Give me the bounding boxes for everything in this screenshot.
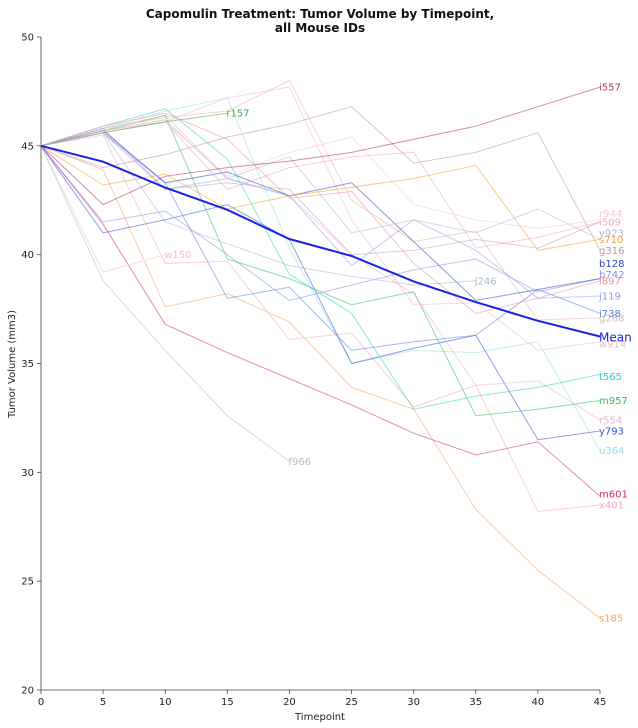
y-tick-label: 45 — [21, 141, 34, 152]
series-label-r944: r944 — [599, 209, 622, 220]
chart-title: Capomulin Treatment: Tumor Volume by Tim… — [146, 7, 494, 35]
y-tick-label: 40 — [21, 250, 34, 261]
x-tick-label: 0 — [38, 697, 44, 708]
series-label-l897: l897 — [599, 276, 621, 287]
series-label-x401: x401 — [599, 500, 624, 511]
y-axis-title: Tumor Volume (mm3) — [7, 310, 18, 419]
series-label-r554: r554 — [599, 416, 622, 427]
x-tick-label: 20 — [283, 697, 296, 708]
series-label-r157: r157 — [226, 109, 249, 120]
series-label-s710: s710 — [599, 235, 623, 246]
axes: 0 5 10 15 20 25 30 35 40 45 20 25 30 35 40 45 50 — [21, 33, 606, 709]
chart-title-line-1: Capomulin Treatment: Tumor Volume by Tim… — [146, 7, 494, 21]
series-label-i738: i738 — [599, 309, 621, 320]
series-line-v923 — [40, 119, 601, 240]
series-line-s710 — [40, 145, 601, 251]
series-label-u364: u364 — [599, 446, 624, 457]
series-label-b742: b742 — [599, 270, 624, 281]
series-line-j119 — [40, 127, 601, 299]
series-label-j119: j119 — [598, 292, 621, 303]
series-line-i509 — [40, 121, 601, 249]
y-tick-label: 25 — [21, 577, 34, 588]
series-label-m957: m957 — [599, 396, 628, 407]
series-label-f966: f966 — [288, 457, 311, 468]
mean-line — [40, 144, 601, 338]
series-label-v923: v923 — [599, 228, 624, 239]
chart-title-line-2: all Mouse IDs — [275, 21, 365, 35]
mean-label: Mean — [599, 330, 632, 344]
series-line-w150 — [40, 145, 166, 273]
series-label-w914: w914 — [599, 339, 626, 350]
series-line-m601 — [40, 145, 601, 497]
x-tick-label: 45 — [594, 697, 607, 708]
series-line-f966 — [40, 145, 290, 462]
series-label-g288: g288 — [599, 313, 624, 324]
series-label-j246: j246 — [474, 276, 497, 287]
series-line-i738 — [40, 132, 601, 351]
series-line-r554 — [40, 114, 601, 421]
x-tick-label: 35 — [469, 697, 482, 708]
series-line-l509 — [40, 132, 601, 256]
series-label-i557: i557 — [599, 83, 621, 94]
x-tick-label: 40 — [532, 697, 545, 708]
series-label-g316: g316 — [599, 246, 624, 257]
series-line-i557 — [40, 86, 601, 206]
series-line-l897 — [40, 112, 601, 314]
x-tick-label: 15 — [221, 697, 234, 708]
x-tick-label: 10 — [159, 697, 172, 708]
series-line-b128 — [40, 130, 601, 301]
series-line-s185 — [40, 145, 601, 619]
series-label-i509: i509 — [599, 218, 621, 229]
x-tick-label: 25 — [345, 697, 358, 708]
series-label-w150: w150 — [164, 250, 191, 261]
y-tick-label: 30 — [21, 468, 34, 479]
series-line-g288 — [40, 79, 601, 321]
series-lines — [40, 79, 601, 619]
y-tick-label: 20 — [21, 686, 34, 697]
x-axis-title: Timepoint — [294, 712, 345, 723]
series-line-b742 — [40, 145, 601, 301]
series-label-b128: b128 — [599, 259, 624, 270]
series-label-s185: s185 — [599, 614, 623, 625]
y-tick-label: 35 — [21, 359, 34, 370]
series-label-y793: y793 — [599, 426, 624, 437]
series-line-r944 — [40, 121, 601, 230]
y-tick-label: 50 — [21, 33, 34, 44]
series-label-m601: m601 — [599, 490, 628, 501]
series-line-y793 — [40, 145, 601, 441]
series-label-t565: t565 — [599, 372, 622, 383]
series-line-t565 — [40, 108, 601, 410]
x-tick-label: 5 — [100, 697, 106, 708]
x-tick-label: 30 — [407, 697, 420, 708]
series-line-j246 — [40, 132, 476, 286]
